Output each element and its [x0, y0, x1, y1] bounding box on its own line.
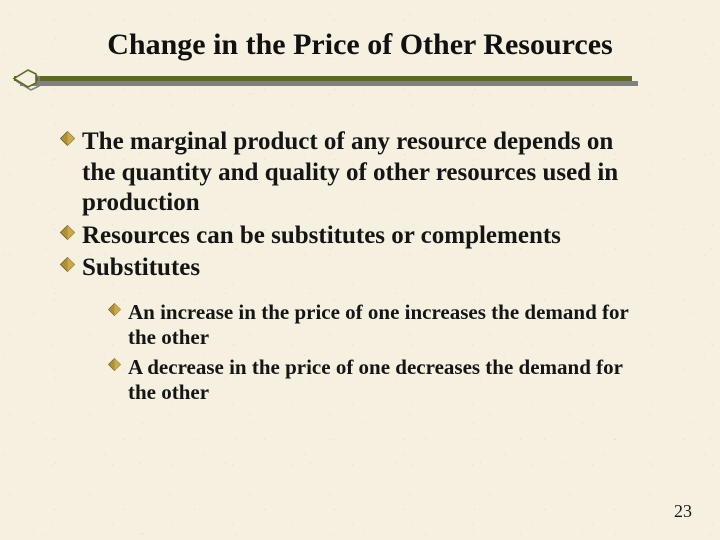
list-item: Resources can be substitutes or compleme… [60, 221, 640, 252]
diamond-bullet-icon [60, 225, 82, 245]
diamond-bullet-icon [60, 131, 82, 151]
title-rule-shadow [20, 81, 638, 86]
title-rule [14, 76, 632, 81]
title-rule-line [14, 76, 632, 81]
main-bullet-list: The marginal product of any resource dep… [60, 127, 640, 284]
sub-list-item: An increase in the price of one increase… [108, 300, 648, 351]
list-item-text: The marginal product of any resource dep… [82, 127, 640, 219]
sub-bullet-list: An increase in the price of one increase… [108, 300, 648, 406]
sub-list-item: A decrease in the price of one decreases… [108, 355, 648, 406]
list-item: Substitutes [60, 253, 640, 284]
slide: Change in the Price of Other Resources T… [0, 0, 720, 540]
page-title: Change in the Price of Other Resources [36, 28, 684, 62]
list-item-text: Substitutes [82, 253, 200, 284]
page-number: 23 [674, 501, 692, 522]
diamond-bullet-icon [60, 257, 82, 277]
spear-left-icon [14, 70, 38, 87]
diamond-bullet-icon [108, 358, 128, 376]
sub-list-item-text: An increase in the price of one increase… [128, 300, 648, 351]
list-item-text: Resources can be substitutes or compleme… [82, 221, 561, 252]
list-item: The marginal product of any resource dep… [60, 127, 640, 219]
sub-list-item-text: A decrease in the price of one decreases… [128, 355, 648, 406]
diamond-bullet-icon [108, 303, 128, 321]
